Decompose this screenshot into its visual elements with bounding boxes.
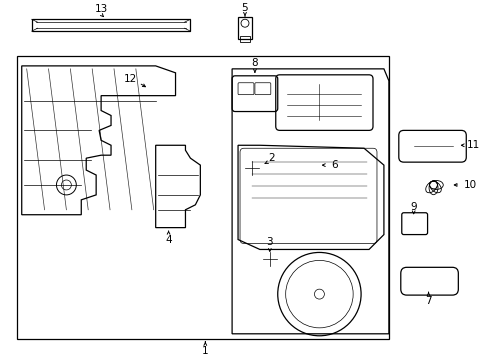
Bar bbox=[32, 19, 190, 31]
Text: 8: 8 bbox=[251, 58, 258, 68]
Text: 5: 5 bbox=[241, 3, 248, 13]
Text: 10: 10 bbox=[463, 180, 476, 190]
Bar bbox=[238, 17, 251, 39]
Text: 7: 7 bbox=[425, 296, 431, 306]
Text: 6: 6 bbox=[330, 160, 337, 170]
Bar bbox=[17, 56, 388, 339]
Text: 4: 4 bbox=[165, 234, 172, 244]
Text: 2: 2 bbox=[268, 153, 275, 163]
Bar bbox=[240, 36, 249, 42]
Text: 3: 3 bbox=[266, 237, 273, 247]
Text: 9: 9 bbox=[409, 202, 416, 212]
Text: 1: 1 bbox=[202, 346, 208, 356]
Text: 13: 13 bbox=[94, 4, 107, 14]
Polygon shape bbox=[232, 69, 388, 334]
Text: 12: 12 bbox=[124, 74, 137, 84]
Text: 11: 11 bbox=[466, 140, 479, 150]
